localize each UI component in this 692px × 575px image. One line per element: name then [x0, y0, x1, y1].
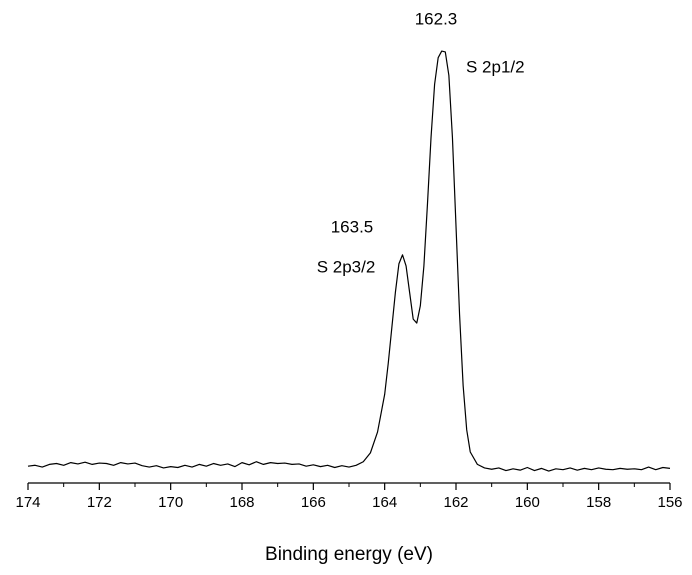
x-tick-label: 172	[87, 494, 112, 511]
x-tick-label: 160	[515, 494, 540, 511]
x-tick-label: 170	[158, 494, 183, 511]
x-tick-label: 158	[586, 494, 611, 511]
annotation: 162.3	[415, 9, 458, 28]
x-tick-label: 174	[15, 494, 40, 511]
annotation: 163.5	[331, 217, 374, 236]
x-tick-label: 168	[229, 494, 254, 511]
annotation: S 2p1/2	[466, 57, 525, 76]
x-tick-label: 166	[301, 494, 326, 511]
x-tick-label: 162	[443, 494, 468, 511]
x-tick-label: 164	[372, 494, 397, 511]
x-tick-label: 156	[657, 494, 682, 511]
annotation: S 2p3/2	[317, 257, 376, 276]
spectrum-line	[27, 50, 671, 472]
x-axis-title: Binding energy (eV)	[265, 544, 433, 565]
